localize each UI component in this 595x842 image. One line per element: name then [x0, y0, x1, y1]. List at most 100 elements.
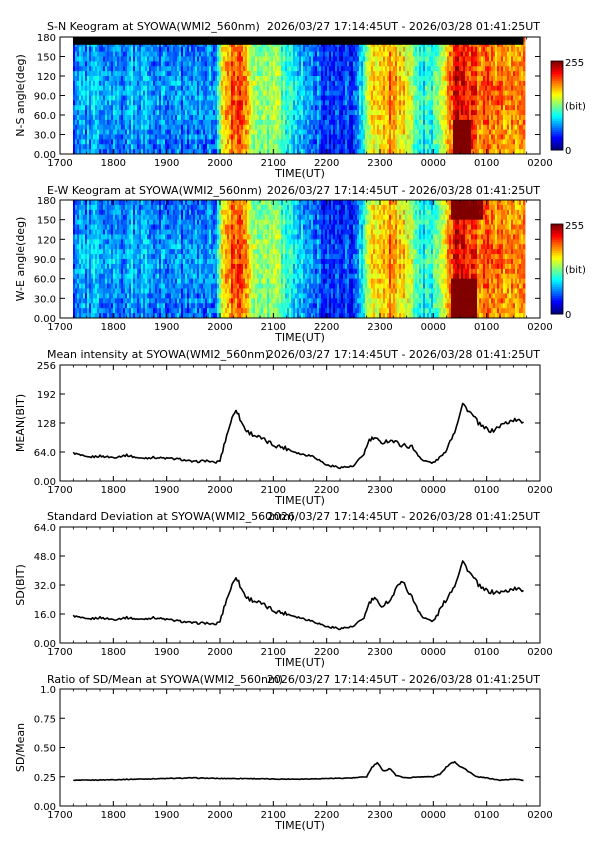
keogram-cell: [221, 66, 224, 72]
keogram-cell: [295, 85, 298, 92]
keogram-cell: [487, 105, 490, 111]
keogram-cell: [377, 144, 380, 150]
keogram-cell: [237, 46, 240, 53]
keogram-cell: [317, 149, 320, 155]
keogram-cell: [223, 110, 226, 116]
keogram-cell: [377, 110, 380, 116]
keogram-cell: [471, 124, 474, 131]
keogram-cell: [299, 71, 302, 77]
keogram-cell: [235, 95, 238, 101]
keogram-cell: [361, 119, 364, 126]
keogram-cell: [197, 100, 200, 106]
keogram-cell: [187, 90, 190, 96]
keogram-cell: [135, 144, 138, 150]
keogram-cell: [431, 144, 434, 150]
keogram-cell: [391, 124, 394, 131]
keogram-cell: [99, 119, 102, 126]
keogram-cell: [121, 95, 124, 101]
keogram-cell: [293, 71, 296, 77]
keogram-cell: [259, 110, 262, 116]
keogram-cell: [151, 61, 154, 67]
keogram-cell: [143, 80, 146, 87]
keogram-cell: [437, 66, 440, 72]
keogram-cell: [125, 76, 128, 82]
keogram-cell: [423, 144, 426, 150]
keogram-cell: [449, 100, 452, 106]
keogram-cell: [301, 66, 304, 72]
keogram-cell: [231, 129, 234, 135]
keogram-cell: [247, 134, 250, 140]
keogram-cell: [361, 95, 364, 101]
keogram-cell: [85, 124, 88, 131]
keogram-cell: [357, 61, 360, 67]
keogram-cell: [349, 90, 352, 96]
keogram-cell: [175, 90, 178, 96]
keogram-cell: [375, 115, 378, 121]
keogram-cell: [87, 144, 90, 150]
keogram-cell: [319, 105, 322, 111]
keogram-cell: [323, 144, 326, 150]
keogram-cell: [263, 139, 266, 145]
keogram-cell: [137, 51, 140, 57]
keogram-cell: [147, 100, 150, 106]
keogram-cell: [203, 66, 206, 72]
keogram-cell: [451, 110, 454, 116]
keogram-cell: [261, 95, 264, 101]
keogram-cell: [309, 56, 312, 62]
keogram-cell: [333, 100, 336, 106]
keogram-cell: [111, 100, 114, 106]
keogram-cell: [297, 46, 300, 53]
keogram-cell: [317, 46, 320, 53]
keogram-cell: [85, 149, 88, 155]
keogram-cell: [145, 144, 148, 150]
keogram-cell: [385, 119, 388, 126]
keogram-cell: [191, 129, 194, 135]
keogram-cell: [299, 95, 302, 101]
keogram-cell: [443, 76, 446, 82]
keogram-cell: [201, 71, 204, 77]
keogram-cell: [455, 85, 458, 92]
keogram-cell: [163, 61, 166, 67]
keogram-cell: [117, 76, 120, 82]
keogram-cell: [153, 46, 156, 53]
keogram-cell: [369, 110, 372, 116]
keogram-cell: [215, 110, 218, 116]
keogram-cell: [451, 139, 454, 145]
keogram-cell: [253, 129, 256, 135]
keogram-cell: [343, 51, 346, 57]
keogram-cell: [425, 100, 428, 106]
keogram-cell: [359, 129, 362, 135]
keogram-cell: [213, 100, 216, 106]
keogram-cell: [279, 134, 282, 140]
keogram-cell: [429, 80, 432, 87]
keogram-cell: [469, 119, 472, 126]
keogram-cell: [261, 115, 264, 121]
keogram-cell: [397, 105, 400, 111]
keogram-cell: [157, 129, 160, 135]
keogram-cell: [103, 124, 106, 131]
keogram-cell: [231, 80, 234, 87]
keogram-cell: [277, 90, 280, 96]
keogram-cell: [347, 139, 350, 145]
keogram-cell: [301, 95, 304, 101]
keogram-cell: [327, 76, 330, 82]
keogram-cell: [101, 129, 104, 135]
keogram-cell: [267, 134, 270, 140]
keogram-cell: [107, 110, 110, 116]
keogram-cell: [155, 129, 158, 135]
keogram-cell: [127, 110, 130, 116]
keogram-cell: [447, 66, 450, 72]
keogram-cell: [297, 90, 300, 96]
keogram-cell: [241, 85, 244, 92]
keogram-cell: [425, 95, 428, 101]
keogram-cell: [143, 76, 146, 82]
keogram-cell: [367, 105, 370, 111]
keogram-cell: [385, 129, 388, 135]
keogram-cell: [283, 105, 286, 111]
keogram-cell: [191, 76, 194, 82]
keogram-cell: [419, 90, 422, 96]
keogram-cell: [107, 61, 110, 67]
keogram-cell: [205, 119, 208, 126]
keogram-cell: [219, 46, 222, 53]
keogram-cell: [103, 115, 106, 121]
